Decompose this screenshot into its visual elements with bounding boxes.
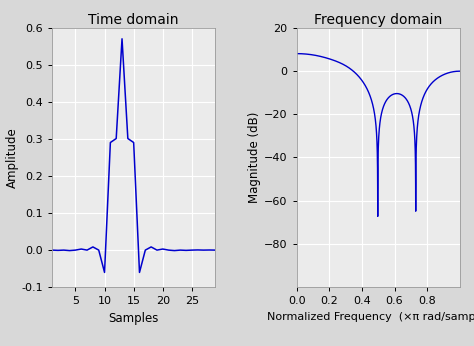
Y-axis label: Magnitude (dB): Magnitude (dB) — [248, 112, 262, 203]
Title: Frequency domain: Frequency domain — [314, 12, 442, 27]
Y-axis label: Amplitude: Amplitude — [6, 127, 18, 188]
X-axis label: Normalized Frequency  (×π rad/sample): Normalized Frequency (×π rad/sample) — [267, 312, 474, 322]
Title: Time domain: Time domain — [89, 12, 179, 27]
X-axis label: Samples: Samples — [109, 312, 159, 325]
